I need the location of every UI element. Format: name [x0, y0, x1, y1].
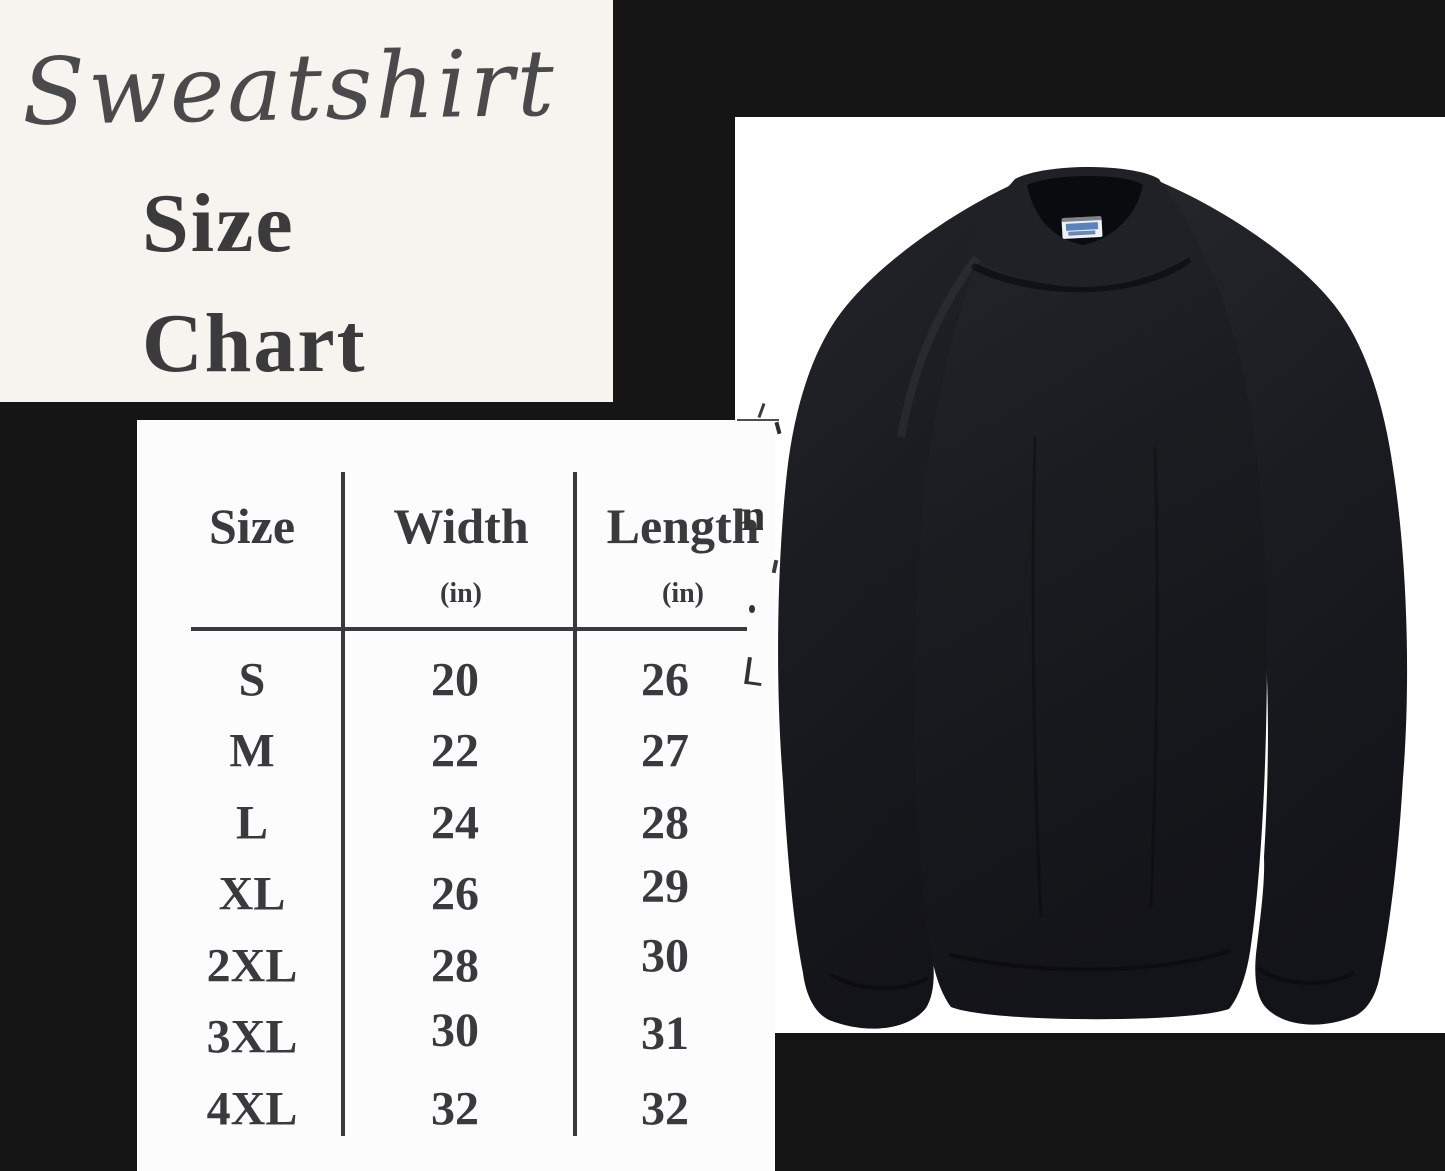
fabric-crease: [1149, 446, 1159, 908]
sweatshirt-image: [778, 167, 1408, 1029]
size-table-panel: Size Width Length (in) (in) S 20 26 M 22…: [137, 420, 775, 1171]
column-unit-length: (in): [662, 578, 704, 609]
table-column-divider: [341, 472, 345, 1136]
sweatshirt-right-sleeve: [1163, 183, 1408, 1025]
title-chart-word: Chart: [142, 297, 367, 390]
artifact-letter-fragment: n: [741, 506, 763, 538]
size-cell: M: [229, 724, 275, 778]
product-photo: [735, 117, 1445, 1033]
width-cell: 32: [431, 1082, 479, 1136]
length-cell: 29: [641, 860, 689, 914]
left-cuff-seam: [829, 973, 928, 991]
width-cell: 30: [431, 1004, 479, 1058]
title-size-word: Size: [142, 177, 295, 270]
table-row: 2XL 28 30: [137, 929, 775, 1002]
table-column-divider: [573, 472, 577, 1136]
size-cell: 4XL: [206, 1082, 298, 1136]
size-cell: 3XL: [206, 1010, 298, 1064]
width-cell: 22: [431, 724, 479, 778]
length-cell: 30: [641, 929, 689, 983]
fabric-highlight: [897, 244, 989, 438]
artifact-line: [737, 419, 779, 421]
length-cell: 26: [641, 653, 689, 707]
length-cell: 27: [641, 724, 689, 778]
title-script: Sweatshirt: [21, 29, 558, 147]
right-cuff-seam: [1257, 967, 1355, 986]
length-cell: 28: [641, 796, 689, 850]
table-row: S 20 26: [137, 644, 775, 716]
artifact-dot: [749, 605, 755, 613]
size-cell: 2XL: [206, 939, 298, 993]
size-cell: XL: [218, 867, 286, 921]
collar-shadow: [971, 257, 1191, 293]
table-row: XL 26 29: [137, 859, 775, 931]
collar-tag: [1061, 215, 1103, 239]
width-cell: 28: [431, 939, 479, 993]
neck-opening: [1027, 176, 1143, 245]
hem-seam: [949, 949, 1231, 972]
size-cell: S: [238, 653, 266, 707]
fabric-crease: [1031, 436, 1043, 918]
table-row: L 24 28: [137, 787, 775, 859]
width-cell: 20: [431, 653, 479, 707]
table-row: 4XL 32 32: [137, 1073, 775, 1145]
table-header-divider: [191, 627, 747, 631]
title-panel: Sweatshirt Size Chart: [0, 0, 613, 402]
size-cell: L: [235, 796, 269, 850]
size-table-rows: S 20 26 M 22 27 L 24 28 XL 26 29 2XL 28 …: [137, 644, 775, 1145]
table-row: M 22 27: [137, 716, 775, 788]
table-row: 3XL 30 31: [137, 1002, 775, 1074]
sweatshirt-body: [914, 171, 1267, 1020]
column-header-length: Length: [606, 498, 760, 554]
column-header-width: Width: [393, 498, 529, 554]
length-cell: 31: [641, 1007, 689, 1061]
width-cell: 24: [431, 796, 479, 850]
column-header-size: Size: [208, 498, 296, 554]
column-unit-width: (in): [440, 578, 482, 609]
width-cell: 26: [431, 867, 479, 921]
length-cell: 32: [641, 1082, 689, 1136]
